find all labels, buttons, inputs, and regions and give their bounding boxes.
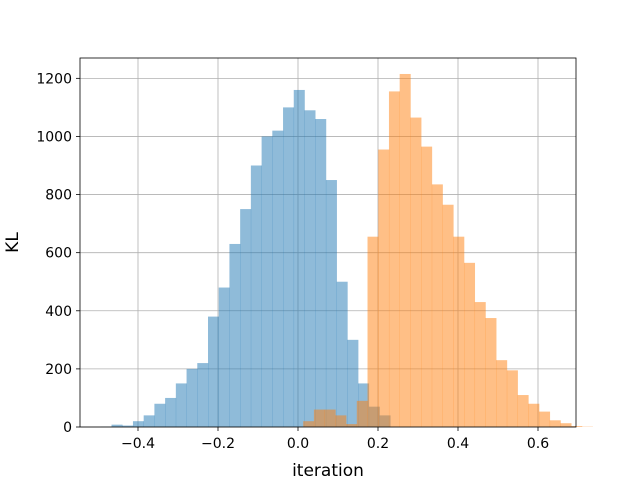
y-tick-label: 1000 [36, 129, 72, 145]
histogram-bar [154, 403, 166, 427]
histogram-bar [474, 302, 486, 427]
x-tick-label: 0.6 [527, 436, 549, 452]
x-tick-label: −0.4 [121, 436, 155, 452]
histogram-bar [313, 409, 325, 427]
histogram-bar [539, 411, 551, 427]
histogram-bar [336, 281, 348, 427]
histogram-bar [186, 368, 198, 427]
histogram-bar [367, 236, 379, 427]
histogram-bar [335, 415, 347, 427]
x-tick-labels: −0.4 −0.2 0.0 0.2 0.4 0.6 [121, 436, 549, 452]
histogram-bar [453, 236, 465, 427]
histogram-bar [165, 397, 177, 427]
x-tick-label: 0.4 [447, 436, 469, 452]
y-tick-label: 200 [45, 362, 72, 378]
histogram-bar [442, 204, 454, 427]
histogram-bar [240, 209, 252, 427]
series-1 [100, 89, 391, 428]
histogram-bar [132, 421, 144, 427]
histogram-bar [229, 243, 241, 427]
histogram-bar [325, 180, 337, 427]
histogram-bar [347, 339, 359, 427]
histogram-bar [197, 363, 209, 427]
histogram-bar [410, 117, 422, 428]
histogram-bar [399, 73, 411, 427]
histogram-bar [304, 110, 316, 428]
histogram-bar [517, 395, 529, 427]
histogram-bar [250, 165, 262, 427]
histogram-bar [549, 420, 561, 427]
histogram-bar [175, 383, 187, 427]
x-tick-label: 0.0 [287, 436, 309, 452]
histogram-bar [283, 107, 295, 427]
x-tick-label: −0.2 [201, 436, 235, 452]
histogram-bar [218, 287, 230, 427]
histogram-bar [496, 360, 508, 427]
plot-frame [79, 57, 577, 428]
histogram-bar [346, 424, 358, 427]
y-tick-label: 0 [63, 420, 72, 436]
histogram-bars [100, 73, 593, 428]
y-axis-label: KL [3, 232, 23, 253]
histogram-bar [272, 130, 284, 427]
series-2 [303, 73, 593, 428]
histogram-bar [324, 409, 336, 427]
histogram-bar [356, 400, 368, 427]
histogram-bar [431, 184, 443, 427]
x-axis-label: iteration [292, 461, 364, 480]
histogram-bar [560, 423, 572, 427]
y-tick-label: 800 [45, 188, 72, 204]
histogram-bar [528, 403, 540, 427]
histogram-bar [421, 146, 433, 427]
axis-ticks [76, 77, 539, 431]
histogram-bar [315, 119, 327, 427]
histogram-bar [261, 136, 273, 427]
histogram-bar [485, 318, 497, 427]
x-tick-label: 0.2 [367, 436, 389, 452]
histogram-bar [208, 316, 220, 427]
histogram-bar [143, 415, 155, 427]
y-tick-label: 1200 [36, 71, 72, 87]
y-tick-labels: 0 200 400 600 800 1000 1200 [36, 71, 72, 436]
histogram-bar [111, 424, 123, 427]
histogram-bar [378, 149, 390, 427]
y-tick-label: 600 [45, 246, 72, 262]
histogram-bar [293, 89, 305, 427]
histogram-bar [506, 370, 518, 427]
histogram-bar [464, 262, 476, 427]
histogram-bar [571, 426, 583, 427]
histogram-bar [122, 425, 134, 427]
y-tick-label: 400 [45, 304, 72, 320]
histogram-bar [388, 91, 400, 427]
histogram-bar [303, 421, 315, 427]
